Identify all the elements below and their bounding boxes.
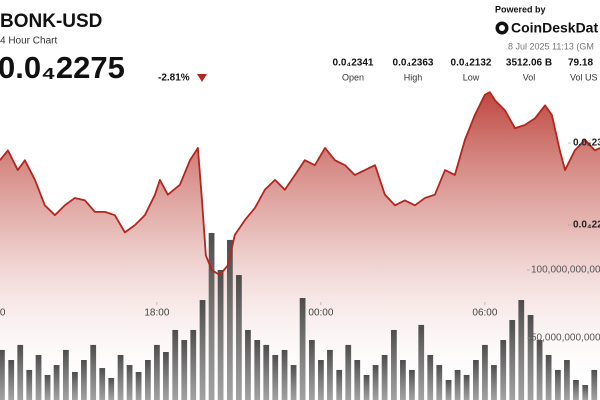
brand: CoinDeskDat: [511, 20, 598, 36]
volume-bar: [90, 344, 97, 400]
volume-bar: [236, 275, 242, 400]
volume-bar: [418, 324, 425, 400]
volume-bar: [272, 354, 279, 400]
volume-bar: [527, 314, 534, 400]
volume-bar: [227, 239, 233, 400]
volume-bar: [299, 297, 306, 400]
x-tick-label: 12:00: [0, 308, 6, 319]
volume-bar: [564, 360, 570, 400]
volume-bar: [372, 365, 379, 400]
volume-bar: [245, 329, 251, 400]
volume-bar: [391, 329, 397, 400]
stat-label: Open: [342, 72, 364, 82]
x-tick-label: 06:00: [472, 308, 497, 319]
powered-by: Powered by: [495, 4, 546, 14]
volume-bar: [500, 340, 507, 400]
volume-bar: [8, 360, 15, 400]
volume-bar: [217, 269, 224, 400]
price-line: [0, 91, 600, 276]
volume-bar: [318, 360, 324, 400]
volume-bar: [336, 369, 343, 400]
volume-bar: [545, 354, 552, 400]
volume-bar: [463, 374, 470, 400]
plot-area: 0.0₄23 0.0₄22 100,000,000,000 50,000,000,00…: [0, 91, 600, 400]
volume-bar: [400, 360, 406, 400]
volume-bar: [163, 351, 169, 400]
volume-bar: [154, 344, 160, 400]
volume-bar: [254, 340, 261, 400]
x-tick-label: 00:00: [308, 308, 333, 319]
stat-value: 0.0₄2341: [333, 58, 374, 69]
volume-bar: [172, 329, 179, 400]
volume-bar: [199, 300, 206, 400]
volume-bar: [44, 374, 51, 400]
subtitle: 4 Hour Chart: [0, 36, 57, 47]
stat-label: High: [404, 72, 423, 82]
volume-bar: [582, 385, 589, 400]
volume-bar: [17, 344, 24, 400]
price-area: [0, 92, 600, 400]
volume-bar: [281, 349, 288, 400]
y2-tick-label: 50,000,000,000: [531, 333, 600, 344]
timestamp: 8 Jul 2025 11:13 (GM: [508, 41, 594, 51]
volume-bar: [345, 344, 352, 400]
volume-bar: [363, 374, 370, 400]
y2-tick-label: 100,000,000,000: [531, 265, 600, 276]
volume-bar: [135, 371, 142, 400]
volume-bar: [117, 354, 124, 400]
volume-bar: [454, 369, 461, 400]
volume-bar: [381, 354, 388, 400]
price-change: -2.81%: [158, 73, 190, 84]
volume-bar: [72, 371, 78, 400]
volume-bar: [190, 329, 197, 400]
x-tick-label: 18:00: [144, 308, 169, 319]
volume-bar: [108, 377, 115, 400]
stat-label: Vol US: [570, 72, 598, 82]
price: 0.0₄2275: [0, 50, 125, 85]
volume-bar: [536, 340, 543, 400]
stat-label: Low: [463, 72, 480, 82]
volume-bar: [445, 380, 452, 400]
volume-bar: [35, 354, 42, 400]
volume-bar: [573, 380, 579, 400]
volume-bar: [99, 368, 106, 400]
down-arrow: [197, 74, 207, 82]
stat-value: 0.0₄2132: [451, 58, 492, 69]
volume-bar: [126, 365, 133, 400]
volume-bar: [145, 360, 151, 400]
y-tick-label: 0.0₄23: [573, 138, 600, 149]
volume-bar: [181, 340, 188, 400]
stat-value: 0.0₄2363: [393, 58, 434, 69]
stat-label: Vol: [523, 72, 536, 82]
stat-value: 3512.06 B: [506, 58, 552, 69]
volume-bar: [436, 365, 443, 400]
volume-bar: [491, 365, 497, 400]
volume-bar: [0, 349, 5, 400]
volume-bar: [473, 360, 479, 400]
volume-bar: [26, 369, 33, 400]
volume-bar: [427, 354, 434, 400]
volume-bar: [81, 360, 87, 400]
brand-logo-inner: [499, 25, 505, 31]
volume-bar: [482, 344, 488, 400]
volume-bar: [263, 344, 270, 400]
header: BONK-USD 4 Hour Chart 0.0₄2275 -2.81% Po…: [0, 4, 598, 85]
y-tick-label: 0.0₄22: [573, 220, 600, 231]
volume-bar: [208, 232, 215, 400]
volume-bar: [591, 369, 598, 400]
volume-bar: [509, 320, 516, 400]
volume-bar: [53, 365, 60, 400]
volume-bar: [63, 349, 69, 400]
volume-bar: [290, 365, 297, 400]
volume-bar: [518, 300, 525, 400]
volume-bar: [555, 369, 561, 400]
volume-bar: [354, 360, 361, 400]
title: BONK-USD: [0, 11, 102, 32]
volume-bar: [327, 349, 333, 400]
volume-bar: [409, 369, 415, 400]
stat-value: 79.18: [568, 58, 593, 69]
volume-bar: [309, 340, 315, 400]
